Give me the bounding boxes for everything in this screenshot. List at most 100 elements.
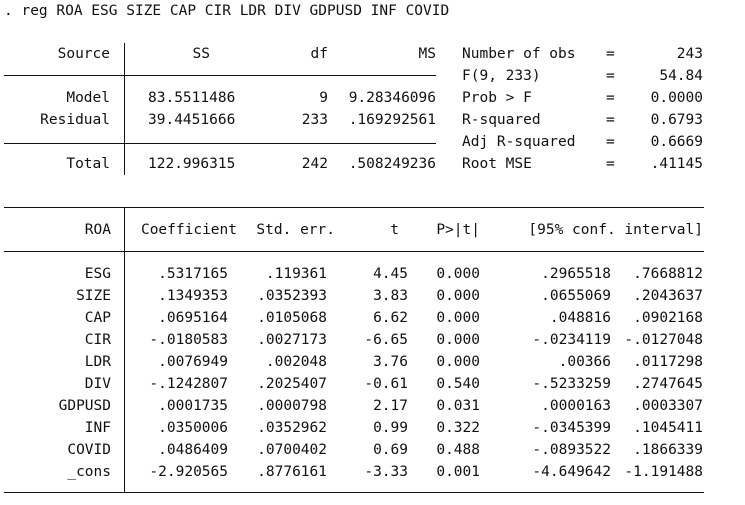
coef-ci-low: -.5233259	[532, 376, 611, 392]
stat-label: R-squared	[462, 112, 541, 128]
stat-equals: =	[606, 112, 615, 128]
coef-t: -6.65	[364, 332, 408, 348]
coef-t: 3.76	[373, 354, 408, 370]
coef-ci-high: -.0127048	[624, 332, 703, 348]
coef-t: 0.99	[373, 420, 408, 436]
anova-row-ms: .169292561	[348, 112, 436, 128]
coef-header-var: ROA	[84, 222, 111, 238]
stat-label: Root MSE	[462, 156, 532, 172]
coef-value: .5317165	[158, 266, 228, 282]
coef-p: 0.540	[436, 376, 480, 392]
stat-equals: =	[606, 46, 615, 62]
coef-t: 6.62	[373, 310, 408, 326]
coef-top-rule	[4, 207, 704, 208]
stat-equals: =	[606, 134, 615, 150]
coef-bottom-rule	[4, 492, 704, 493]
coef-value: -.1242807	[149, 376, 228, 392]
coef-p: 0.000	[436, 310, 480, 326]
coef-var: CAP	[84, 310, 111, 326]
coef-ci-high: .0003307	[633, 398, 703, 414]
coef-p: 0.001	[436, 464, 480, 480]
coef-p: 0.488	[436, 442, 480, 458]
coef-se: .0027173	[257, 332, 327, 348]
stat-value: .41145	[650, 156, 703, 172]
coef-ci-low: .0655069	[541, 288, 611, 304]
coef-var: LDR	[84, 354, 111, 370]
coef-t: -3.33	[364, 464, 408, 480]
coef-value: .0695164	[158, 310, 228, 326]
coef-ci-high: .0117298	[633, 354, 703, 370]
coef-header-rule	[4, 251, 704, 252]
coef-se: .0105068	[257, 310, 327, 326]
coef-var: _cons	[67, 464, 111, 480]
coef-var: COVID	[67, 442, 111, 458]
stat-value: 54.84	[659, 68, 703, 84]
coef-se: .2025407	[257, 376, 327, 392]
stat-equals: =	[606, 90, 615, 106]
coef-var: DIV	[84, 376, 111, 392]
coef-t: 0.69	[373, 442, 408, 458]
anova-total-divider	[4, 143, 436, 144]
coef-se: .0352962	[257, 420, 327, 436]
coef-var: SIZE	[76, 288, 111, 304]
stat-value: 243	[676, 46, 703, 62]
stat-value: 0.0000	[650, 90, 703, 106]
coef-ci-high: .1866339	[633, 442, 703, 458]
coef-header-coef: Coefficient	[140, 222, 237, 238]
anova-header-ss: SS	[192, 46, 210, 62]
anova-total-df: 242	[301, 156, 328, 172]
coef-p: 0.000	[436, 288, 480, 304]
coef-value: .0486409	[158, 442, 228, 458]
coef-value: .1349353	[158, 288, 228, 304]
coef-ci-low: .2965518	[541, 266, 611, 282]
coef-column-divider	[124, 208, 125, 492]
coef-t: 2.17	[373, 398, 408, 414]
anova-row-ss: 39.4451666	[148, 112, 236, 128]
coef-ci-low: -.0345399	[532, 420, 611, 436]
anova-header-divider	[4, 75, 436, 76]
anova-row-df: 9	[319, 90, 328, 106]
coef-p: 0.000	[436, 266, 480, 282]
anova-row-ss: 83.5511486	[148, 90, 236, 106]
anova-total-ms: .508249236	[348, 156, 436, 172]
coef-p: 0.322	[436, 420, 480, 436]
coef-t: 4.45	[373, 266, 408, 282]
coef-ci-low: -.0893522	[532, 442, 611, 458]
anova-row-source: Residual	[40, 112, 110, 128]
coef-value: .0001735	[158, 398, 228, 414]
coef-ci-low: -.0234119	[532, 332, 611, 348]
coef-header-ci: [95% conf. interval]	[528, 222, 703, 238]
coef-value: -2.920565	[149, 464, 228, 480]
stat-value: 0.6793	[650, 112, 703, 128]
coef-se: .0000798	[257, 398, 327, 414]
coef-se: .119361	[265, 266, 327, 282]
coef-var: GDPUSD	[58, 398, 111, 414]
coef-p: 0.031	[436, 398, 480, 414]
anova-header-ms: MS	[418, 46, 436, 62]
coef-value: .0076949	[158, 354, 228, 370]
coef-header-p: P>|t|	[436, 222, 480, 238]
anova-row-source: Model	[66, 90, 110, 106]
command-line: . reg ROA ESG SIZE CAP CIR LDR DIV GDPUS…	[4, 3, 450, 19]
coef-ci-high: -1.191488	[624, 464, 703, 480]
coef-t: -0.61	[364, 376, 408, 392]
coef-var: CIR	[84, 332, 111, 348]
coef-ci-high: .2747645	[633, 376, 703, 392]
anova-row-df: 233	[301, 112, 328, 128]
coef-ci-high: .1045411	[633, 420, 703, 436]
anova-total-ss: 122.996315	[148, 156, 236, 172]
coef-ci-low: .00366	[558, 354, 611, 370]
stat-label: Adj R-squared	[462, 134, 576, 150]
stat-equals: =	[606, 68, 615, 84]
coef-var: ESG	[84, 266, 111, 282]
coef-value: .0350006	[158, 420, 228, 436]
coef-se: .002048	[265, 354, 327, 370]
coef-value: -.0180583	[149, 332, 228, 348]
coef-p: 0.000	[436, 332, 480, 348]
coef-ci-high: .7668812	[633, 266, 703, 282]
stat-label: Number of obs	[462, 46, 576, 62]
coef-ci-low: -4.649642	[532, 464, 611, 480]
coef-var: INF	[84, 420, 111, 436]
stat-label: Prob > F	[462, 90, 532, 106]
